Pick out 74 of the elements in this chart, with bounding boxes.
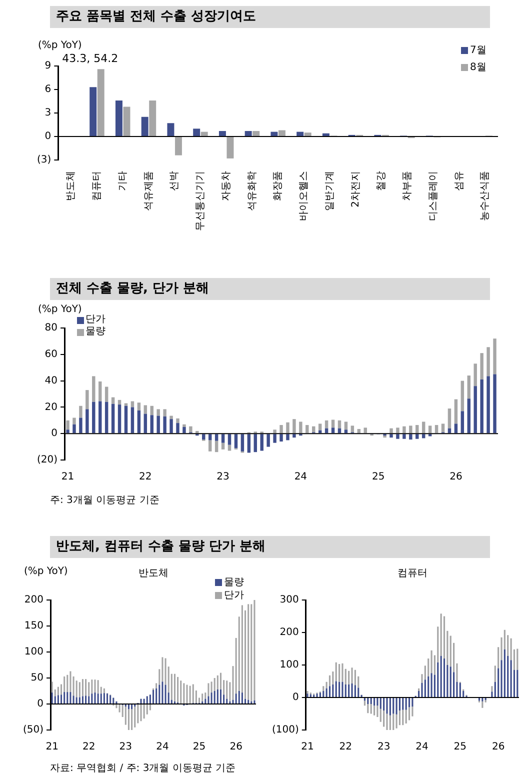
legend-label: 물량 (86, 326, 106, 338)
x-tick-label: 컴퓨터 (92, 171, 103, 201)
y-tick-label: 0 (292, 692, 299, 704)
x-tick-label: 차부품 (402, 171, 414, 201)
x-tick-label: 일반기계 (324, 171, 336, 211)
x-tick-label: 디스플레이 (428, 171, 439, 221)
x-tick-label: 24 (416, 742, 428, 753)
y-tick-label: 9 (44, 60, 52, 72)
x-tick-label: 21 (46, 742, 58, 753)
y-tick-label: 100 (24, 646, 44, 658)
y-tick-label: 80 (44, 322, 58, 334)
y-tick-label: 40 (44, 375, 58, 386)
y-tick-label: 60 (44, 348, 58, 360)
x-tick-label: 화장품 (272, 171, 284, 201)
legend-label: 물량 (224, 576, 244, 589)
legend-label: 8월 (470, 61, 486, 75)
x-tick-label: 농수산식품 (480, 171, 491, 221)
y-tick-label: 3 (44, 108, 52, 119)
x-tick-label: 25 (372, 472, 385, 483)
x-tick-label: 25 (454, 742, 467, 753)
x-tick-label: 2차전지 (350, 171, 362, 208)
legend-label: 단가 (86, 314, 106, 326)
y-tick-label: (100) (272, 724, 299, 736)
x-tick-label: 섬유 (454, 171, 465, 191)
x-tick-label: 26 (492, 742, 505, 753)
chart-title: 주요 품목별 전체 수출 성장기여도 (50, 6, 490, 28)
x-tick-label: 24 (294, 472, 308, 483)
x-tick-label: 26 (450, 472, 462, 483)
text: 주: 3개월 이동평균 기준 (50, 494, 160, 507)
x-tick-label: 24 (156, 742, 169, 753)
y-tick-label: (3) (36, 154, 52, 166)
text: 자료: 무역협회 / 주: 3개월 이동평균 기준 (50, 762, 236, 775)
text: 43.3, 54.2 (62, 52, 118, 65)
y-tick-label: (20) (36, 454, 58, 466)
x-tick-label: 21 (61, 472, 74, 483)
x-tick-label: 22 (339, 742, 352, 753)
chart-subtitle: 컴퓨터 (396, 567, 428, 580)
chart-subtitle: 반도체 (138, 568, 168, 579)
x-tick-label: 23 (119, 742, 132, 753)
x-tick-label: 석유제품 (143, 171, 154, 211)
x-tick-label: 기타 (117, 171, 128, 191)
y-axis-title: (%p YoY) (38, 304, 82, 315)
y-tick-label: 50 (30, 672, 44, 684)
chart-title: 반도체, 컴퓨터 수출 물량 단가 분해 (50, 536, 490, 558)
x-tick-label: 23 (216, 472, 230, 483)
y-tick-label: 0 (37, 698, 44, 710)
x-tick-label: 반도체 (66, 171, 77, 201)
y-tick-label: 6 (44, 84, 52, 96)
y-tick-label: 20 (44, 402, 58, 413)
x-tick-label: 철강 (376, 171, 388, 191)
y-tick-label: (50) (22, 724, 44, 736)
legend-label: 7월 (470, 44, 486, 58)
x-tick-label: 21 (301, 742, 314, 753)
x-tick-label: 바이오헬스 (298, 171, 310, 221)
x-tick-label: 23 (377, 742, 390, 753)
x-tick-label: 석유화학 (246, 171, 258, 211)
legend-label: 단가 (224, 589, 244, 602)
x-tick-label: 22 (139, 472, 152, 483)
x-tick-label: 22 (82, 742, 96, 753)
y-tick-label: 100 (280, 660, 299, 671)
y-tick-label: 200 (24, 594, 44, 606)
y-tick-label: 0 (51, 428, 58, 440)
y-axis-title: (%p YoY) (38, 40, 82, 51)
y-tick-label: 150 (24, 620, 44, 632)
x-tick-label: 무선통신기기 (195, 171, 206, 231)
chart-title: 전체 수출 물량, 단가 분해 (50, 278, 490, 300)
y-tick-label: 300 (280, 594, 299, 606)
y-axis-title: (%p YoY) (24, 566, 68, 577)
x-tick-label: 선박 (169, 171, 180, 191)
y-tick-label: 200 (280, 627, 299, 638)
x-tick-label: 자동차 (220, 171, 232, 201)
x-tick-label: 25 (192, 742, 206, 753)
x-tick-label: 26 (230, 742, 242, 753)
y-tick-label: 0 (44, 131, 52, 142)
